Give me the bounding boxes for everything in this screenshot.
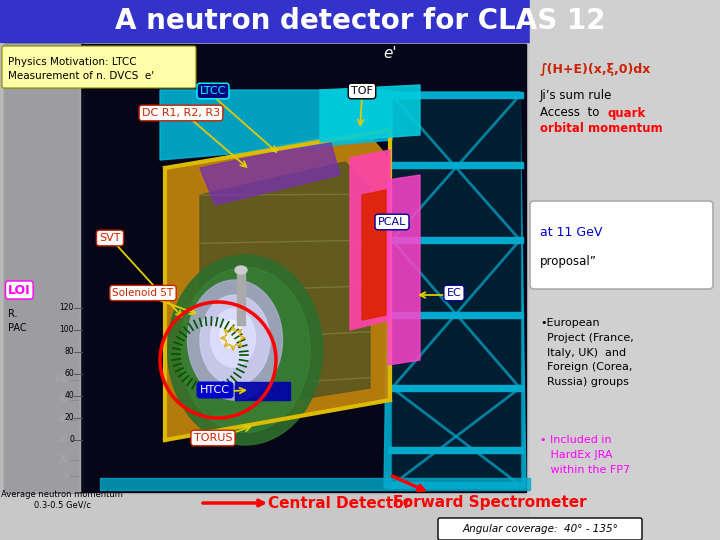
- Text: 100: 100: [53, 375, 68, 384]
- Polygon shape: [350, 150, 390, 330]
- Text: SVT: SVT: [99, 233, 121, 243]
- FancyBboxPatch shape: [530, 201, 713, 289]
- Polygon shape: [100, 478, 530, 490]
- Text: at 11 GeV: at 11 GeV: [540, 226, 603, 239]
- Bar: [530, 0, 720, 540]
- Bar: [392, 95, 520, 485]
- Text: 20: 20: [58, 456, 68, 464]
- Bar: [237, 270, 245, 325]
- Ellipse shape: [200, 295, 270, 385]
- Text: Angular coverage:  40° - 135°: Angular coverage: 40° - 135°: [462, 524, 618, 534]
- FancyBboxPatch shape: [2, 46, 196, 88]
- Polygon shape: [362, 190, 386, 320]
- Text: Physics Motivation: LTCC: Physics Motivation: LTCC: [8, 57, 137, 67]
- Text: •European
  Project (France,
  Italy, UK)  and
  Foreign (Corea,
  Russia) group: •European Project (France, Italy, UK) an…: [540, 318, 634, 387]
- Text: A neutron detector for CLAS 12: A neutron detector for CLAS 12: [114, 7, 606, 35]
- Text: Ji’s sum rule: Ji’s sum rule: [540, 89, 613, 102]
- Polygon shape: [165, 130, 390, 440]
- Text: LTCC: LTCC: [200, 86, 226, 96]
- Text: 80: 80: [64, 348, 74, 356]
- Text: 20: 20: [64, 414, 74, 422]
- FancyBboxPatch shape: [438, 518, 642, 540]
- Text: Forward Spectrometer: Forward Spectrometer: [393, 496, 587, 510]
- Ellipse shape: [220, 320, 242, 348]
- Polygon shape: [388, 175, 420, 365]
- Bar: [0, 44, 80, 492]
- Text: 120: 120: [60, 303, 74, 313]
- Ellipse shape: [168, 255, 323, 445]
- Text: TOF: TOF: [351, 86, 373, 96]
- Text: 40: 40: [64, 392, 74, 401]
- Text: orbital momentum: orbital momentum: [540, 123, 662, 136]
- Text: 100: 100: [60, 326, 74, 334]
- Text: e': e': [383, 46, 397, 62]
- Text: • Included in
   HardEx JRA
   within the FP7: • Included in HardEx JRA within the FP7: [540, 435, 630, 475]
- Text: 0: 0: [63, 471, 68, 481]
- Polygon shape: [320, 85, 420, 142]
- Text: R.: R.: [8, 309, 17, 319]
- Bar: [388, 312, 523, 318]
- Text: PCAL: PCAL: [378, 217, 406, 227]
- Text: LOI: LOI: [8, 284, 31, 296]
- Bar: [388, 162, 523, 168]
- Bar: [388, 92, 523, 98]
- Text: quark: quark: [608, 106, 647, 119]
- Text: 60: 60: [64, 369, 74, 379]
- Bar: [235, 382, 290, 400]
- Text: 0: 0: [69, 435, 74, 444]
- Text: proposal”: proposal”: [540, 255, 597, 268]
- Bar: [4, 44, 84, 492]
- Polygon shape: [200, 140, 340, 205]
- Text: 60: 60: [58, 415, 68, 424]
- Bar: [388, 385, 523, 391]
- Text: Access  to: Access to: [540, 106, 599, 119]
- Text: Measurement of n. DVCS  e': Measurement of n. DVCS e': [8, 71, 154, 81]
- Ellipse shape: [235, 266, 247, 274]
- Bar: [388, 482, 523, 488]
- Bar: [0, 0, 720, 42]
- Polygon shape: [160, 90, 392, 160]
- Polygon shape: [200, 162, 370, 415]
- Ellipse shape: [180, 267, 310, 433]
- Text: Average neutron momentum
0.3-0.5 GeV/c: Average neutron momentum 0.3-0.5 GeV/c: [1, 490, 123, 510]
- Bar: [392, 95, 520, 485]
- Polygon shape: [384, 92, 526, 488]
- Bar: [4, 44, 526, 492]
- Text: ∫(H+E)(x,ξ,0)dx: ∫(H+E)(x,ξ,0)dx: [540, 64, 652, 77]
- Text: TORUS: TORUS: [194, 433, 233, 443]
- Text: DC R1, R2, R3: DC R1, R2, R3: [142, 108, 220, 118]
- Text: 80: 80: [58, 395, 68, 404]
- Ellipse shape: [187, 280, 282, 400]
- Text: Central Detector: Central Detector: [269, 496, 412, 510]
- Text: EC: EC: [446, 288, 462, 298]
- Bar: [388, 447, 523, 453]
- Bar: [388, 237, 523, 243]
- Text: Solenoid 5T: Solenoid 5T: [112, 288, 174, 298]
- Ellipse shape: [210, 309, 256, 367]
- Text: 40: 40: [58, 435, 68, 444]
- Text: HTCC: HTCC: [200, 385, 230, 395]
- Text: PAC: PAC: [8, 323, 27, 333]
